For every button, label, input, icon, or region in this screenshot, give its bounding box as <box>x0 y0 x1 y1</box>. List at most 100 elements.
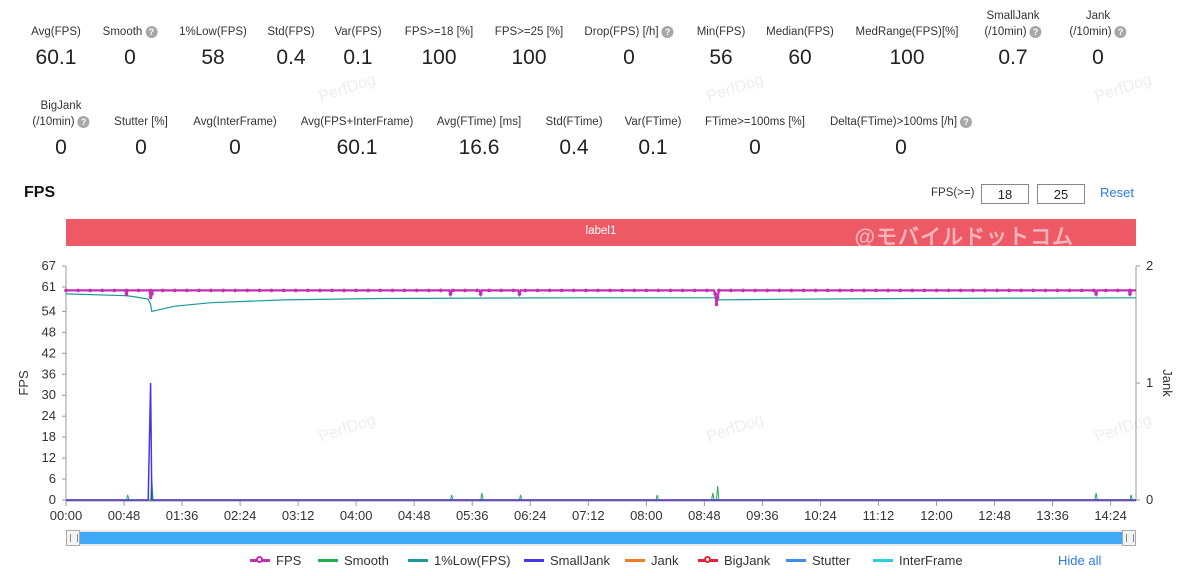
stat-label: Std(FPS) <box>267 6 314 40</box>
legend-item-interframe[interactable]: InterFrame <box>873 553 963 568</box>
fps-point <box>281 288 286 293</box>
fps-point <box>874 288 878 293</box>
fps-point <box>571 288 576 293</box>
fps-point <box>366 288 371 293</box>
stat-label-text: Var(FTime) <box>624 116 682 128</box>
hide-all-button[interactable]: Hide all <box>1058 553 1102 568</box>
slider-range-fill[interactable] <box>80 532 1122 544</box>
y2-axis-title: Jank <box>1160 369 1175 397</box>
stat-label-unit: (/10min) <box>1069 26 1112 38</box>
stat-value: 0 <box>124 46 136 69</box>
stats_row2-stat-8: Delta(FTime)>100ms [/h]? 0 <box>830 96 973 160</box>
fps-point <box>862 288 866 293</box>
label-bar[interactable]: label1 @モバイルドットコム <box>66 219 1136 249</box>
fps-point <box>1128 288 1132 293</box>
stat-label-text: FPS>=25 [%] <box>494 26 564 38</box>
reset-button[interactable]: Reset <box>1100 185 1134 200</box>
legend-item-stutter[interactable]: Stutter <box>786 553 850 568</box>
stat-label: Min(FPS) <box>697 6 746 40</box>
legend-item-smooth[interactable]: Smooth <box>318 553 389 568</box>
y-tick-label: 6 <box>49 471 56 486</box>
fps-point <box>714 302 719 307</box>
help-icon[interactable]: ? <box>661 26 674 38</box>
y-tick-label: 24 <box>42 408 56 423</box>
stat-value: 0.4 <box>559 136 589 159</box>
stat-label: Stutter [%] <box>114 96 168 130</box>
y-tick-label: 12 <box>42 450 56 465</box>
fps-point <box>1103 288 1108 293</box>
legend-label: Stutter <box>812 553 851 568</box>
stats_row1-stat-8: Min(FPS) 56 <box>697 6 746 70</box>
stat-value: 0 <box>623 46 635 69</box>
fps-point <box>318 288 322 293</box>
stat-label: Avg(FTime) [ms] <box>437 96 521 130</box>
help-icon[interactable]: ? <box>145 26 158 38</box>
fps-point <box>160 288 165 293</box>
y-tick-label: 18 <box>42 429 56 444</box>
stat-value: 0 <box>895 136 907 159</box>
fps-threshold-input-1[interactable] <box>981 184 1029 204</box>
fps-point <box>257 288 262 293</box>
fps-point <box>668 288 673 293</box>
legend-swatch <box>786 559 806 562</box>
slider-handle-left[interactable] <box>66 530 80 546</box>
fps-point <box>547 288 552 293</box>
legend-item-jank[interactable]: Jank <box>625 553 678 568</box>
fps-point <box>124 288 129 293</box>
time-range-slider[interactable] <box>66 530 1136 546</box>
stat-label: Std(FTime) <box>545 96 602 130</box>
legend-label: InterFrame <box>899 553 963 568</box>
x-tick-label: 14:24 <box>1094 508 1127 523</box>
fps-point <box>451 288 455 293</box>
fps-point <box>88 288 92 293</box>
legend-item-1-low-fps-[interactable]: 1%Low(FPS) <box>408 553 511 568</box>
fps-threshold-label: FPS(>=) <box>931 187 975 199</box>
fps-point <box>886 288 890 293</box>
stat-label-text: Var(FPS) <box>334 26 382 38</box>
fps-point <box>499 288 504 293</box>
fps-point <box>1007 288 1011 293</box>
fps-point <box>517 292 522 296</box>
fps-threshold-input-2[interactable] <box>1037 184 1085 204</box>
y-tick-label: 30 <box>42 387 56 402</box>
help-icon[interactable]: ? <box>1114 26 1127 38</box>
x-tick-label: 03:12 <box>282 508 315 523</box>
slider-handle-right[interactable] <box>1122 530 1136 546</box>
series-smooth-line <box>66 478 1136 501</box>
fps-point <box>825 288 830 293</box>
legend-item-fps[interactable]: FPS <box>250 553 301 568</box>
legend-label: 1%Low(FPS) <box>434 553 511 568</box>
stat-label-text: 1%Low(FPS) <box>179 26 247 38</box>
help-icon[interactable]: ? <box>77 116 90 128</box>
series-fps-line <box>66 289 1136 305</box>
fps-point <box>511 288 516 293</box>
legend-swatch <box>408 559 428 562</box>
stat-label: FTime>=100ms [%] <box>705 96 805 130</box>
stats_row2-stat-3: Avg(FPS+InterFrame) 60.1 <box>301 96 414 160</box>
stats_row2-stat-6: Var(FTime) 0.1 <box>625 96 682 160</box>
fps-point <box>789 288 794 293</box>
x-tick-label: 08:00 <box>630 508 663 523</box>
stat-label: Jank (/10min)? <box>1069 6 1127 40</box>
fps-point <box>801 288 806 293</box>
fps-point <box>765 288 770 293</box>
stat-label-text: FPS>=18 [%] <box>404 26 474 38</box>
fps-point <box>946 288 951 293</box>
stat-value: 0 <box>229 136 241 159</box>
legend-item-bigjank[interactable]: BigJank <box>698 553 770 568</box>
stat-label-unit: (/10min) <box>984 26 1027 38</box>
legend-item-smalljank[interactable]: SmallJank <box>524 553 610 568</box>
legend-label: BigJank <box>724 553 771 568</box>
fps-point <box>715 295 720 300</box>
fps-point <box>136 288 141 293</box>
help-icon[interactable]: ? <box>1029 26 1042 38</box>
fps-point <box>596 288 600 293</box>
fps-point <box>426 288 431 293</box>
legend-swatch <box>318 559 338 562</box>
fps-point <box>837 288 842 293</box>
fps-point <box>1019 288 1023 293</box>
stat-value: 100 <box>889 46 925 69</box>
stat-label-text: SmallJank <box>986 10 1040 22</box>
help-icon[interactable]: ? <box>960 116 973 128</box>
